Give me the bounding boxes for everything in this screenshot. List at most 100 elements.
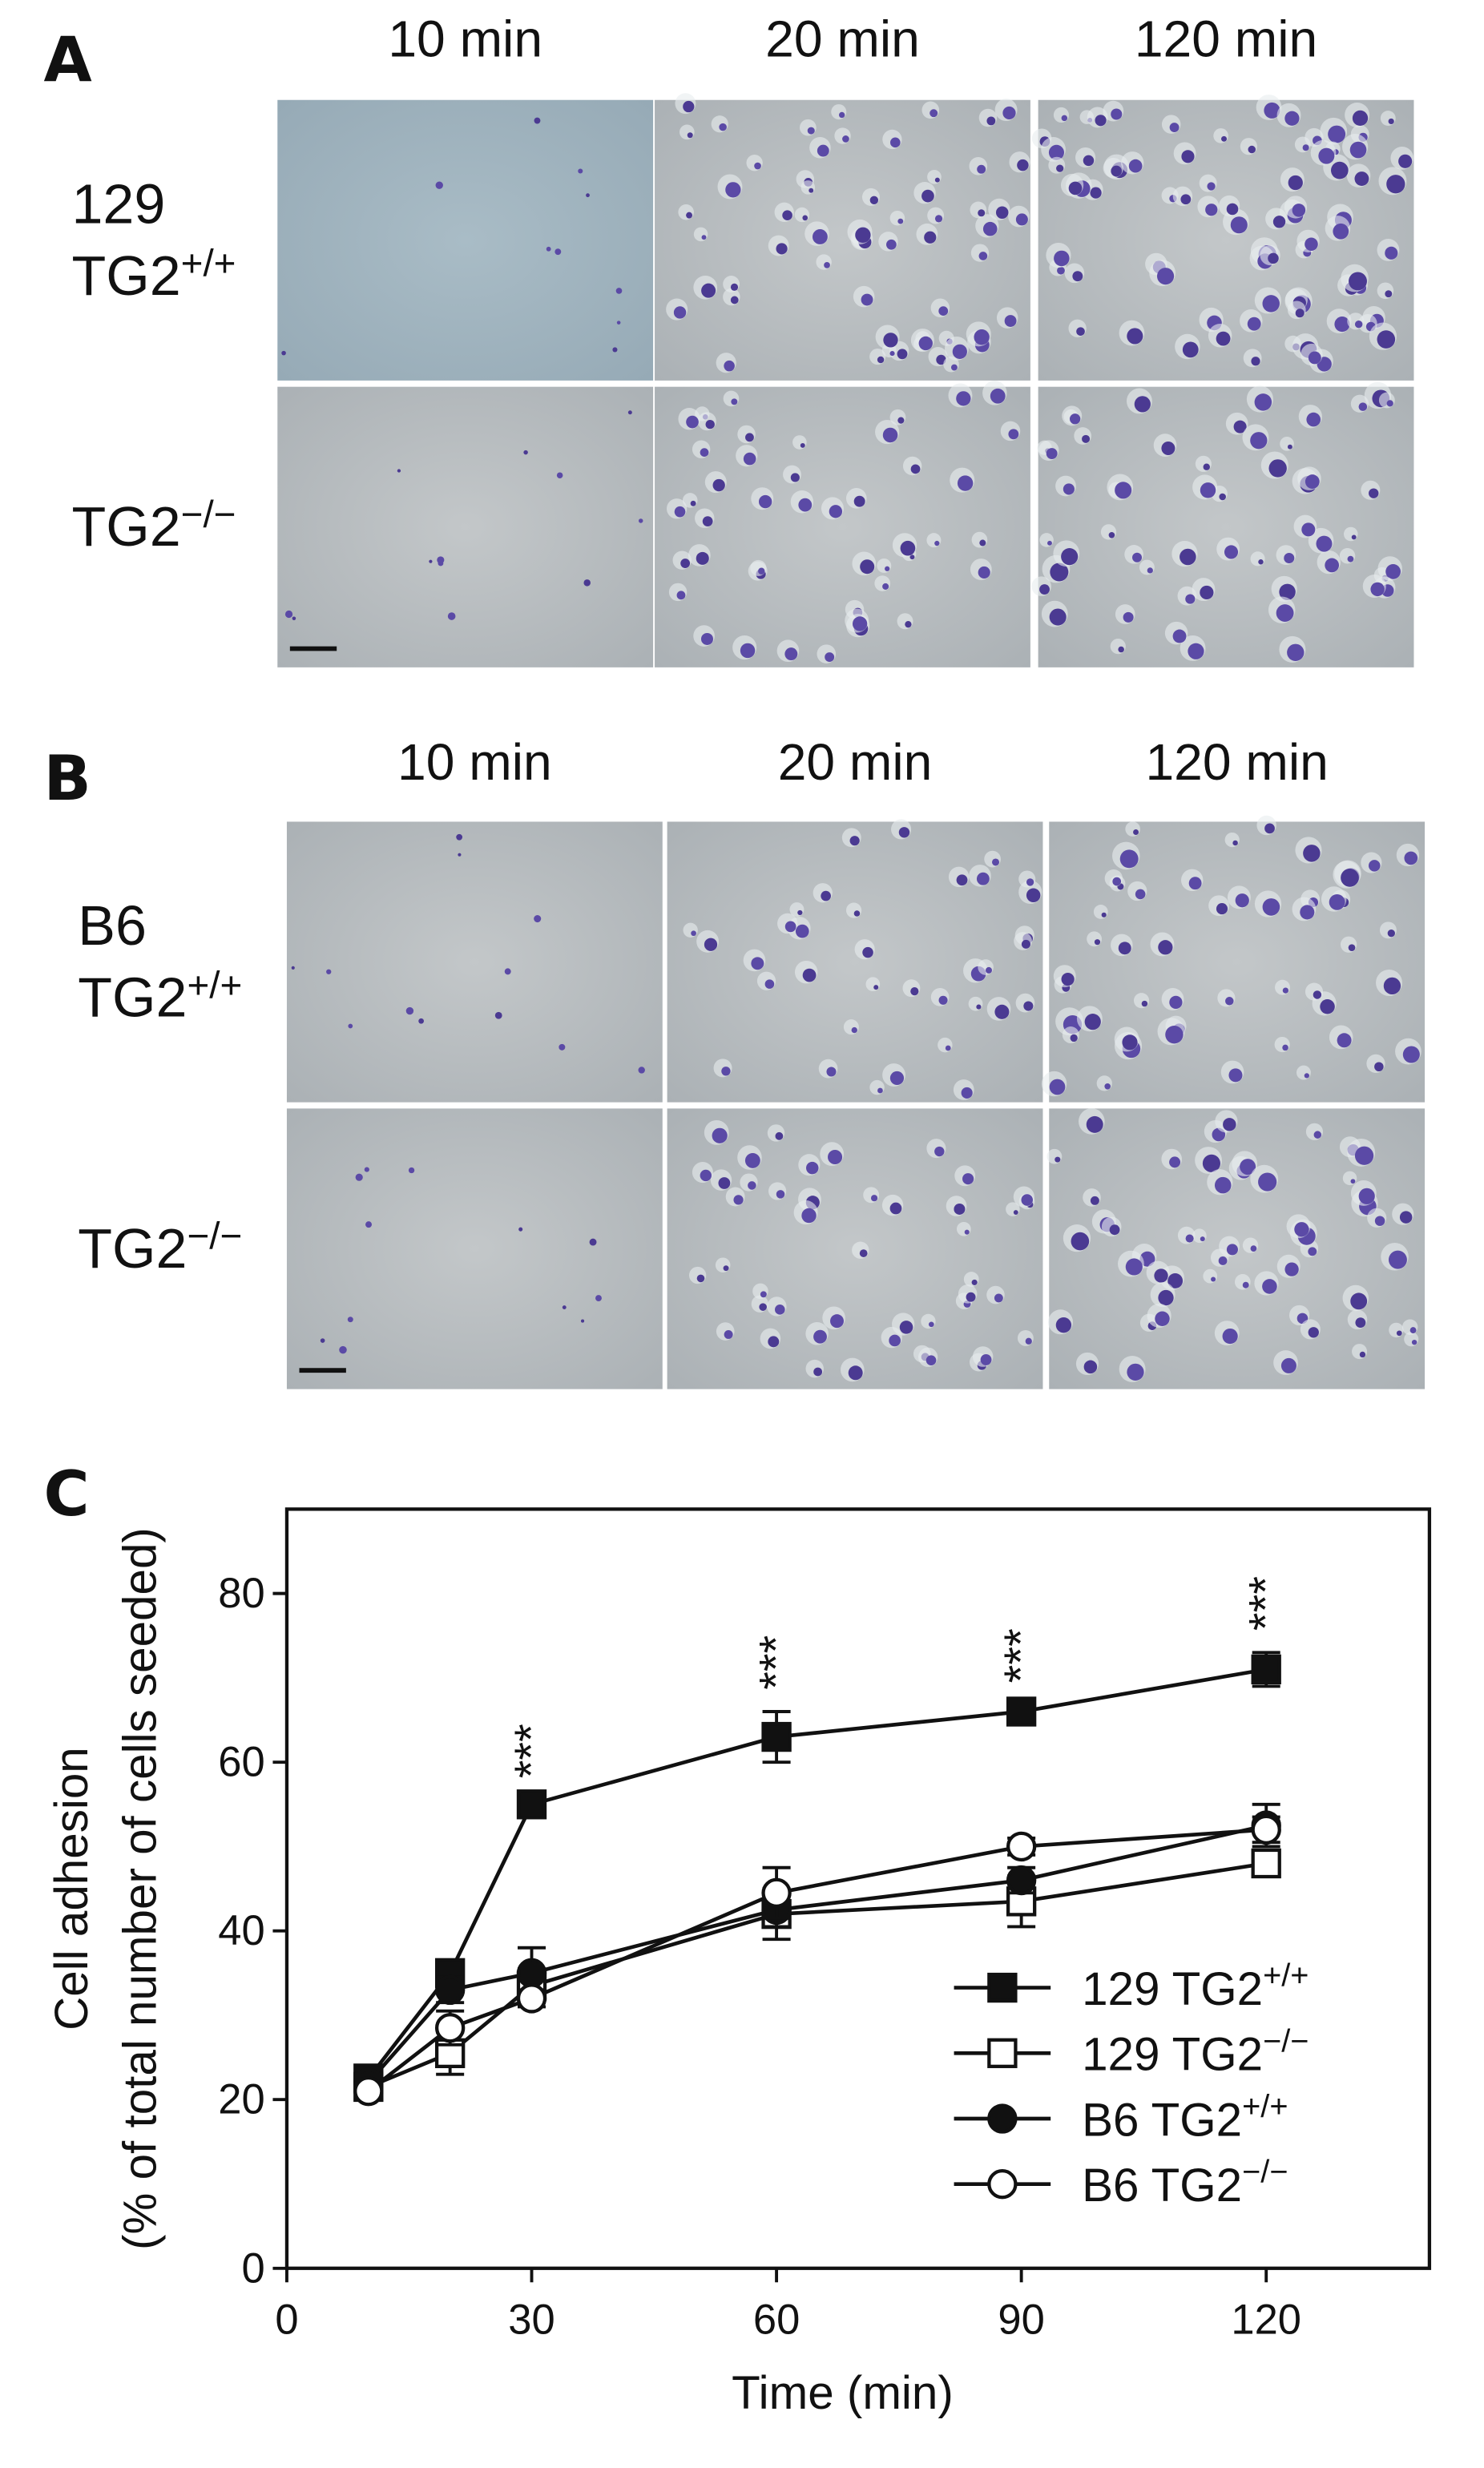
stained-cell <box>1272 216 1286 228</box>
stained-cell <box>1002 106 1016 120</box>
cell-halo <box>1062 1026 1079 1044</box>
stained-cell <box>1303 845 1321 862</box>
cell-halo <box>816 254 832 270</box>
stained-cell <box>690 500 696 506</box>
stained-cell <box>1284 552 1295 564</box>
stained-cell <box>348 1023 353 1029</box>
stained-cell <box>790 473 800 482</box>
stained-cell <box>1203 463 1210 470</box>
cell-halo <box>1305 982 1324 1001</box>
row-label: TG2+/+ <box>78 964 242 1028</box>
stained-cell <box>1230 216 1248 234</box>
significance-annotation: *** <box>995 1628 1047 1683</box>
cell-halo <box>692 440 711 458</box>
stained-cell <box>1026 888 1041 903</box>
stained-cell <box>885 566 890 571</box>
stained-cell <box>962 1173 974 1185</box>
stained-cell <box>355 1173 363 1181</box>
stained-cell <box>1264 102 1280 119</box>
stained-cell <box>990 388 1006 404</box>
micrograph <box>655 93 1030 381</box>
legend-label: 129 TG2+/+ <box>1082 1958 1309 2015</box>
micrograph-background <box>286 821 663 1103</box>
cell-halo <box>927 169 942 184</box>
stained-cell <box>1132 552 1142 563</box>
stained-cell <box>435 181 443 189</box>
cell-halo <box>723 390 740 407</box>
stained-cell <box>952 344 967 359</box>
stained-cell <box>886 239 897 250</box>
stained-cell <box>1015 213 1028 226</box>
stained-cell <box>764 979 775 989</box>
x-tick-label: 90 <box>998 2296 1044 2343</box>
stained-cell <box>1334 317 1350 333</box>
stained-cell <box>1141 1000 1148 1007</box>
stained-cell <box>1240 1159 1256 1176</box>
stained-cell <box>1225 997 1234 1006</box>
cell-halo <box>865 977 881 992</box>
stained-cell <box>1061 115 1068 122</box>
stained-cell <box>745 433 754 442</box>
cell-halo <box>1344 526 1358 542</box>
stained-cell <box>1287 444 1292 450</box>
stained-cell <box>680 559 691 568</box>
stained-cell <box>638 518 643 523</box>
cell-halo <box>715 1257 731 1273</box>
stained-cell <box>546 246 551 252</box>
cell-halo <box>693 227 708 242</box>
cell-halo <box>1305 1123 1324 1140</box>
stained-cell <box>1352 110 1369 127</box>
stained-cell <box>725 182 741 198</box>
stained-cell <box>861 293 873 306</box>
stained-cell <box>977 164 986 174</box>
stained-cell <box>1308 351 1321 365</box>
stained-cell <box>1111 165 1123 177</box>
stained-cell <box>1221 135 1228 142</box>
stained-cell <box>686 212 693 219</box>
stained-cell <box>397 469 401 473</box>
stained-cell <box>869 196 879 204</box>
cell-halo <box>1053 107 1070 123</box>
cell-halo <box>984 850 1001 868</box>
legend-marker <box>987 2103 1018 2134</box>
column-label: 10 min <box>388 10 542 67</box>
stained-cell <box>1158 940 1173 955</box>
stained-cell <box>1021 1194 1033 1206</box>
stained-cell <box>842 135 849 143</box>
cell-halo <box>869 349 886 365</box>
cell-halo <box>750 559 767 576</box>
stained-cell <box>802 968 817 982</box>
cell-halo <box>1087 931 1103 947</box>
cell-halo <box>843 1019 859 1035</box>
stained-cell <box>760 1291 767 1298</box>
cell-halo <box>1294 136 1311 153</box>
stained-cell <box>897 417 905 424</box>
row-label: 129 <box>71 172 165 235</box>
stained-cell <box>855 227 871 244</box>
stained-cell <box>994 1293 1003 1303</box>
stained-cell <box>1112 877 1122 886</box>
cell-halo <box>1340 936 1357 953</box>
stained-cell <box>971 1279 978 1285</box>
stained-cell <box>1388 1250 1407 1269</box>
stained-cell <box>1119 849 1139 869</box>
legend-label: B6 TG2−/− <box>1082 2155 1288 2212</box>
cell-halo <box>1274 1036 1290 1053</box>
stained-cell <box>1094 939 1101 946</box>
stained-cell <box>838 111 845 119</box>
stained-cell <box>898 827 910 838</box>
stained-cell <box>995 206 1009 220</box>
stained-cell <box>1095 115 1107 127</box>
stained-cell <box>1063 483 1075 495</box>
stained-cell <box>1383 977 1401 995</box>
cell-halo <box>1213 128 1228 143</box>
stained-cell <box>899 1321 913 1334</box>
stained-cell <box>1127 1363 1144 1381</box>
stained-cell <box>1169 123 1180 132</box>
y-tick-label: 20 <box>218 2076 264 2123</box>
stained-cell <box>1108 531 1115 538</box>
stained-cell <box>1347 555 1354 563</box>
cell-halo <box>1110 638 1126 655</box>
stained-cell <box>1386 400 1393 407</box>
cell-halo <box>805 1359 824 1378</box>
